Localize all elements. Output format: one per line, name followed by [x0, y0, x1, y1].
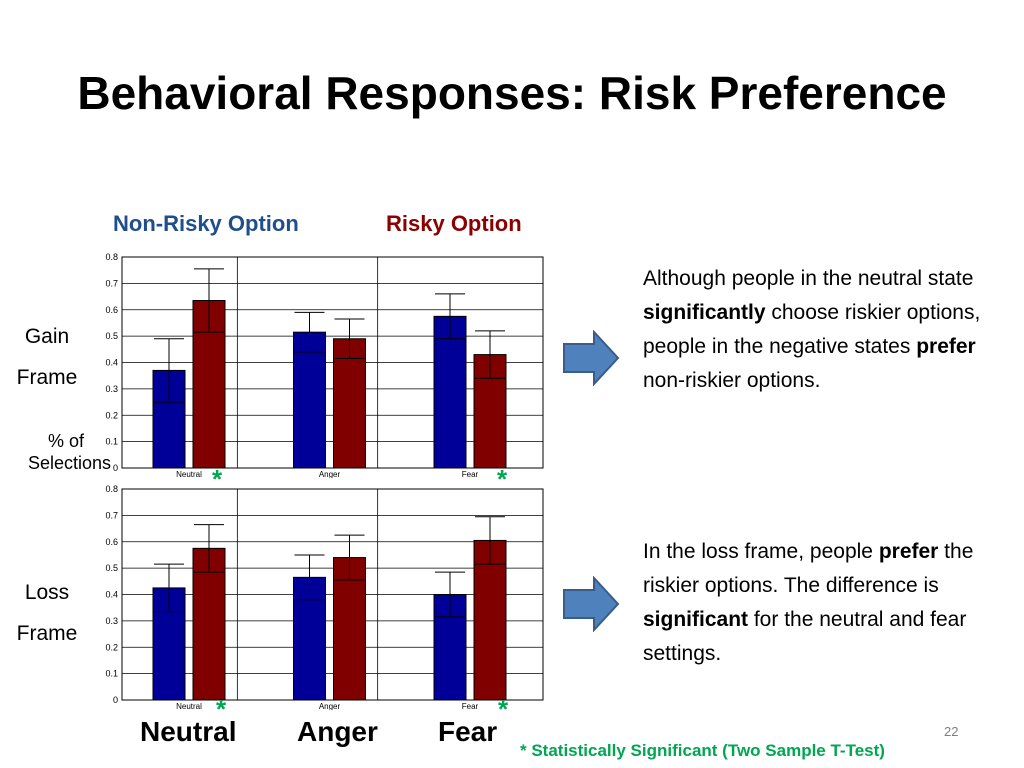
gain-note-text-3: non-riskier options. — [643, 369, 821, 392]
gain-risky-bar-anger — [333, 338, 366, 469]
loss-y-tick-label: 0.7 — [105, 510, 118, 520]
loss-fear-significance-star: * — [498, 694, 509, 724]
loss-y-tick-label: 0.1 — [105, 669, 118, 679]
gain-y-tick-label: 0.5 — [105, 331, 118, 341]
legend-non-risky: Non-Risky Option — [113, 211, 299, 236]
gain-y-tick-label: 0.3 — [105, 384, 118, 394]
gain-frame-label: Gain Frame — [12, 316, 82, 398]
gain-y-tick-label: 0.1 — [105, 437, 118, 447]
category-anger: Anger — [297, 716, 378, 747]
loss-frame-label: Loss Frame — [12, 572, 82, 654]
loss-frame-chart: 0 0.1 0.2 0.3 0.4 0.5 0.6 0.7 0.8 Neutral Anger Fea… — [105, 484, 544, 710]
category-fear: Fear — [438, 716, 498, 747]
page-number: 22 — [944, 724, 959, 739]
gain-note-bold-1: significantly — [643, 301, 766, 324]
loss-note-bold-1: prefer — [878, 540, 939, 563]
loss-arrow-icon — [563, 576, 620, 632]
gain-frame-chart: 0 0.1 0.2 0.3 0.4 0.5 0.6 0.7 0.8 Neutral Anger Fea… — [105, 252, 544, 478]
loss-frame-label-line1: Loss — [24, 581, 70, 604]
gain-y-tick-label: 0.2 — [105, 410, 118, 420]
gain-fear-significance-star: * — [497, 464, 508, 494]
loss-y-tick-label: 0.3 — [105, 616, 118, 626]
gain-frame-label-line1: Gain — [24, 325, 70, 348]
loss-note-text-1: In the loss frame, people — [643, 540, 879, 563]
loss-risky-bar-fear — [473, 539, 507, 701]
gain-y-tick-label: 0.7 — [105, 278, 118, 288]
loss-note-text-3: for the neutral and fear settings. — [643, 608, 967, 665]
loss-y-tick-label: 0.8 — [105, 484, 118, 494]
category-neutral: Neutral — [140, 716, 237, 747]
y-axis-label: % of Selections — [28, 430, 112, 474]
loss-neutral-significance-star: * — [216, 694, 227, 724]
gain-frame-note: Although people in the neutral state sig… — [643, 262, 1003, 398]
gain-non-risky-bar-fear — [433, 315, 467, 469]
gain-y-tick-label: 0 — [113, 463, 118, 473]
y-axis-label-line1: % of — [47, 431, 85, 451]
slide-title: Behavioral Responses: Risk Preference — [77, 67, 947, 119]
loss-risky-bar-anger — [333, 557, 366, 701]
gain-note-text-2: choose riskier options, people in the ne… — [643, 301, 981, 358]
loss-note-bold-2: significant — [643, 608, 749, 631]
legend-risky: Risky Option — [386, 211, 522, 236]
gain-x-tick-label: Neutral — [176, 470, 202, 478]
loss-y-tick-label: 0.6 — [105, 537, 118, 547]
gain-y-tick-label: 0.6 — [105, 305, 118, 315]
gain-non-risky-bar-anger — [293, 331, 326, 469]
gain-frame-label-line2: Frame — [16, 366, 78, 389]
gain-y-tick-label: 0.4 — [105, 358, 118, 368]
loss-x-tick-label: Neutral — [176, 702, 202, 710]
gain-y-tick-label: 0.8 — [105, 252, 118, 262]
gain-note-text-1: Although people in the neutral state — [643, 267, 974, 290]
loss-y-tick-label: 0.4 — [105, 590, 118, 600]
loss-y-tick-label: 0 — [113, 695, 118, 705]
gain-x-tick-label: Fear — [462, 470, 479, 478]
gain-note-bold-2: prefer — [916, 335, 976, 358]
significance-footnote: * Statistically Significant (Two Sample … — [520, 741, 885, 760]
gain-x-tick-label: Anger — [319, 470, 341, 478]
loss-y-tick-label: 0.5 — [105, 563, 118, 573]
loss-frame-note: In the loss frame, people prefer the ris… — [643, 535, 1003, 671]
y-axis-label-line2: Selections — [28, 453, 112, 473]
gain-arrow-icon — [563, 330, 620, 386]
gain-neutral-significance-star: * — [212, 464, 223, 494]
loss-x-tick-label: Fear — [462, 702, 479, 710]
loss-y-tick-label: 0.2 — [105, 642, 118, 652]
loss-x-tick-label: Anger — [319, 702, 341, 710]
loss-note-text-2: the riskier options. The difference is — [643, 540, 974, 597]
loss-frame-label-line2: Frame — [16, 622, 78, 645]
